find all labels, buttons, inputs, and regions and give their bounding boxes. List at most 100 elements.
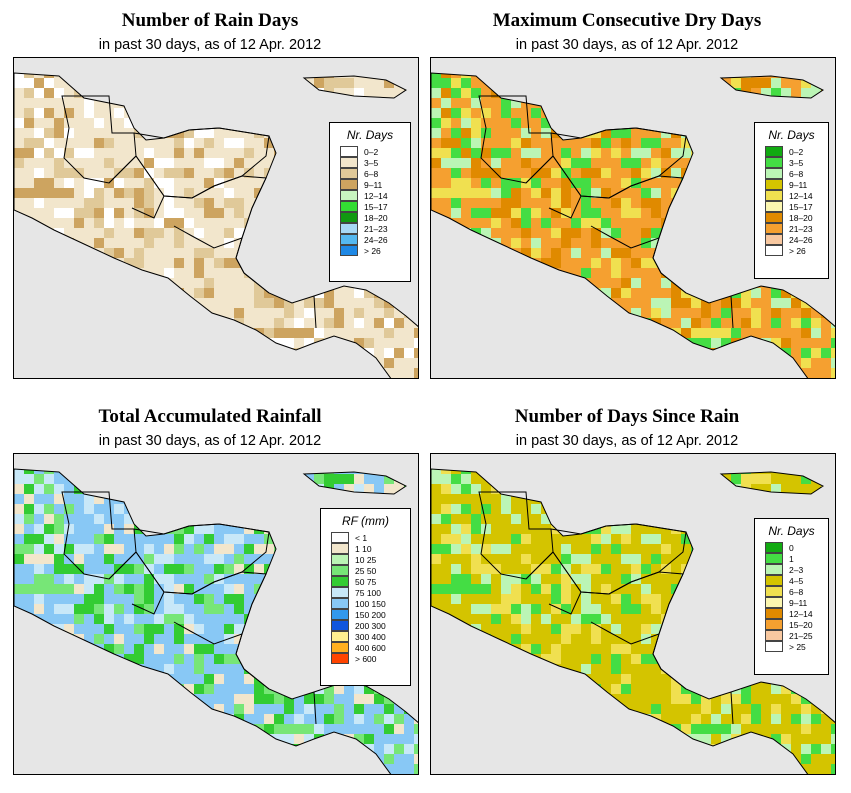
- panel-subtitle: in past 30 days, as of 12 Apr. 2012: [515, 433, 739, 449]
- legend-item: 24–26: [765, 234, 828, 245]
- legend-label: 6–8: [789, 168, 804, 179]
- map-area: Nr. Days 0–2 3–5 6–8 9–11 12–14 15–17 18–20 21–…: [430, 57, 836, 379]
- legend-item: 9–11: [765, 179, 828, 190]
- legend-rows: 0 1 2–3 4–5 6–8 9–11 12–14 15–20 21–25 > 25: [755, 542, 828, 652]
- legend-item: 2–3: [765, 564, 828, 575]
- legend-item: 12–14: [340, 190, 410, 201]
- legend-label: 200 300: [355, 620, 386, 631]
- legend-label: > 26: [789, 245, 806, 256]
- panel-title: Maximum Consecutive Dry Days: [492, 10, 762, 31]
- legend-swatch: [765, 553, 783, 564]
- legend-item: 21–23: [340, 223, 410, 234]
- legend-item: 0–2: [765, 146, 828, 157]
- legend-item: 200 300: [331, 620, 410, 631]
- legend-item: 300 400: [331, 631, 410, 642]
- legend-label: 0–2: [364, 146, 379, 157]
- legend-swatch: [331, 565, 349, 576]
- legend-rows: 0–2 3–5 6–8 9–11 12–14 15–17 18–20 21–23 24–26 > …: [755, 146, 828, 256]
- legend-swatch: [331, 587, 349, 598]
- legend-label: 400 600: [355, 642, 386, 653]
- panel-title: Total Accumulated Rainfall: [98, 406, 322, 427]
- legend-label: 24–26: [364, 234, 388, 245]
- legend-swatch: [765, 586, 783, 597]
- panel-title: Number of Days Since Rain: [514, 406, 740, 427]
- legend-swatch: [765, 190, 783, 201]
- legend-label: 0: [789, 542, 794, 553]
- panel-subtitle: in past 30 days, as of 12 Apr. 2012: [98, 433, 322, 449]
- legend-label: 0–2: [789, 146, 804, 157]
- legend-item: 0: [765, 542, 828, 553]
- legend-label: 3–5: [789, 157, 804, 168]
- legend-label: 15–17: [789, 201, 813, 212]
- legend-swatch: [765, 234, 783, 245]
- legend-item: 15–17: [340, 201, 410, 212]
- legend-label: 9–11: [789, 597, 808, 608]
- legend-label: 300 400: [355, 631, 386, 642]
- legend-label: 9–11: [364, 179, 383, 190]
- legend-swatch: [331, 642, 349, 653]
- country-border: [652, 633, 687, 690]
- legend-label: 15–20: [789, 619, 813, 630]
- legend-swatch: [765, 564, 783, 575]
- legend-swatch: [340, 201, 358, 212]
- legend-swatch: [331, 631, 349, 642]
- legend-swatch: [765, 245, 783, 256]
- legend-item: 150 200: [331, 609, 410, 620]
- country-border: [313, 691, 317, 725]
- legend-item: 21–25: [765, 630, 828, 641]
- legend-item: > 26: [340, 245, 410, 256]
- legend-label: 2–3: [789, 564, 804, 575]
- legend-swatch: [331, 609, 349, 620]
- legend-swatch: [765, 212, 783, 223]
- legend-label: 21–23: [364, 223, 388, 234]
- legend-item: 25 50: [331, 565, 410, 576]
- legend-item: 18–20: [765, 212, 828, 223]
- legend-swatch: [765, 157, 783, 168]
- legend-swatch: [765, 201, 783, 212]
- country-border: [163, 571, 267, 645]
- legend-label: 3–5: [364, 157, 379, 168]
- legend-swatch: [331, 653, 349, 664]
- legend-rows: 0–2 3–5 6–8 9–11 12–14 15–17 18–20 21–23 24–26 > …: [330, 146, 410, 256]
- legend-swatch: [340, 223, 358, 234]
- legend-swatch: [340, 157, 358, 168]
- legend-swatch: [765, 630, 783, 641]
- legend-item: 10 25: [331, 554, 410, 565]
- legend-label: 18–20: [364, 212, 388, 223]
- legend-item: 4–5: [765, 575, 828, 586]
- country-border: [313, 295, 317, 329]
- legend-swatch: [765, 641, 783, 652]
- legend: Nr. Days 0–2 3–5 6–8 9–11 12–14 15–17 18–20 21–…: [329, 122, 411, 282]
- legend-label: > 26: [364, 245, 381, 256]
- map-area: Nr. Days 0 1 2–3 4–5 6–8 9–11 12–14 15–20 21–25 >…: [430, 453, 836, 775]
- legend-label: 6–8: [364, 168, 379, 179]
- legend-title: Nr. Days: [768, 128, 815, 142]
- legend: Nr. Days 0–2 3–5 6–8 9–11 12–14 15–17 18–20 21–…: [754, 122, 829, 279]
- legend-item: 50 75: [331, 576, 410, 587]
- legend-label: 75 100: [355, 587, 381, 598]
- legend-swatch: [765, 542, 783, 553]
- legend-label: > 600: [355, 653, 377, 664]
- legend-label: 12–14: [789, 608, 813, 619]
- panel-subtitle: in past 30 days, as of 12 Apr. 2012: [515, 37, 739, 53]
- legend-item: 3–5: [765, 157, 828, 168]
- legend-swatch: [340, 245, 358, 256]
- legend-swatch: [331, 598, 349, 609]
- legend-label: 12–14: [789, 190, 813, 201]
- legend-item: > 600: [331, 653, 410, 664]
- country-border: [652, 237, 687, 294]
- legend-swatch: [765, 223, 783, 234]
- legend-swatch: [765, 575, 783, 586]
- legend-label: 50 75: [355, 576, 377, 587]
- map-svg: [14, 72, 418, 378]
- legend-swatch: [340, 179, 358, 190]
- legend-label: 9–11: [789, 179, 808, 190]
- legend-label: 1: [789, 553, 794, 564]
- country-border: [730, 691, 734, 725]
- legend-swatch: [331, 620, 349, 631]
- map-svg: [431, 468, 835, 774]
- legend-item: 6–8: [765, 586, 828, 597]
- legend-item: > 25: [765, 641, 828, 652]
- legend-label: 1 10: [355, 543, 372, 554]
